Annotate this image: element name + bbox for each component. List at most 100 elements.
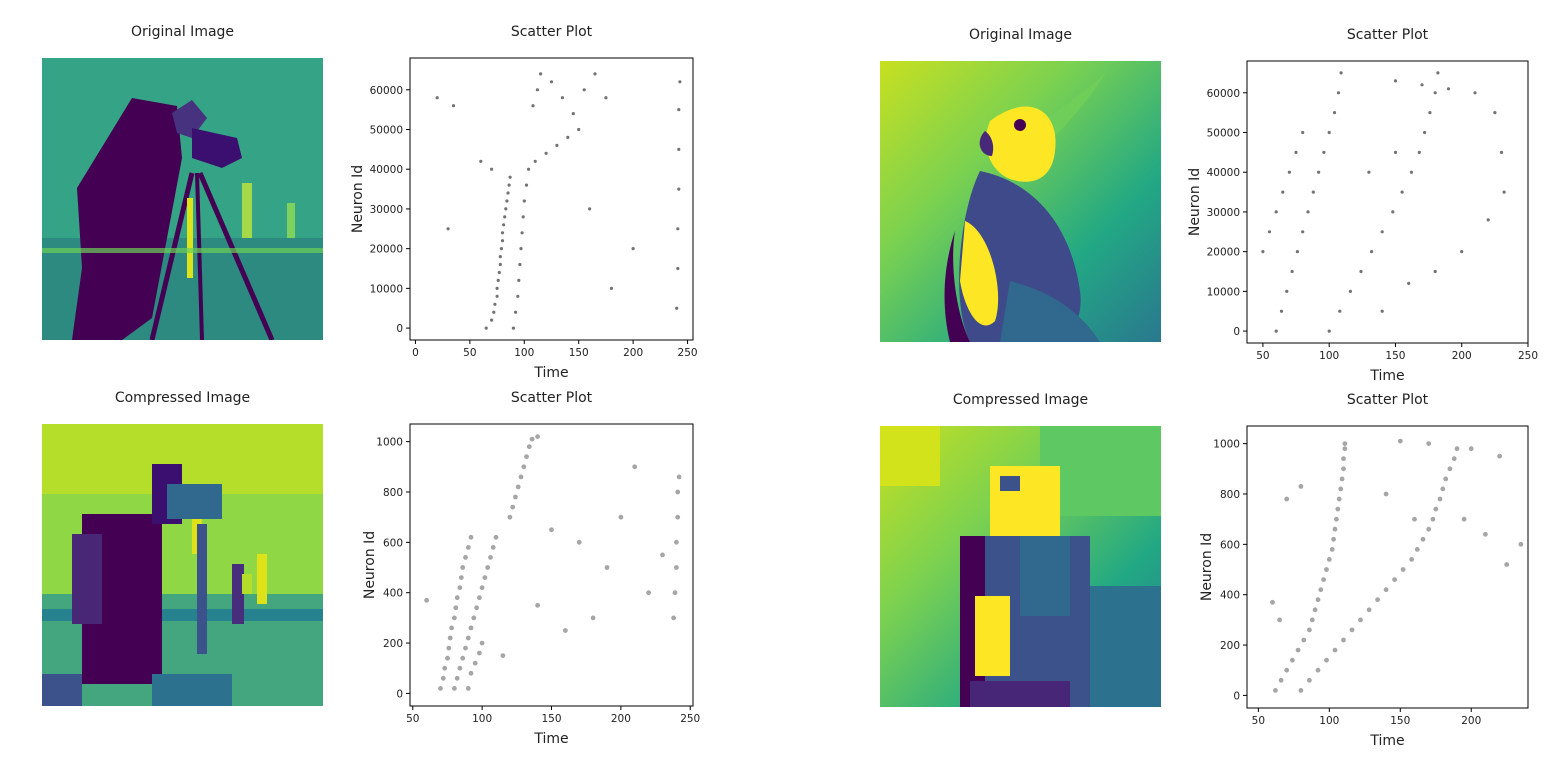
data-point	[609, 286, 613, 290]
x-tick-label: 100	[514, 347, 534, 359]
data-point	[1295, 647, 1301, 653]
x-tick-label: 150	[1385, 350, 1405, 362]
data-point	[505, 199, 509, 203]
data-point	[457, 585, 463, 591]
data-point	[1426, 441, 1432, 446]
title-scatter-bl: Scatter Plot	[510, 390, 593, 406]
data-point	[485, 565, 491, 570]
data-point	[1412, 516, 1417, 522]
data-point	[1428, 111, 1432, 115]
data-point	[479, 640, 485, 646]
data-point	[454, 595, 460, 601]
data-point	[582, 88, 586, 92]
data-point	[590, 615, 596, 621]
data-point	[524, 454, 529, 460]
data-point	[452, 615, 457, 621]
data-point	[593, 72, 597, 76]
data-point	[1270, 599, 1275, 605]
data-point	[533, 159, 537, 163]
data-point	[482, 575, 488, 580]
y-tick-label: 40000	[370, 164, 403, 176]
data-point	[516, 294, 520, 298]
data-point	[514, 310, 518, 314]
y-tick-label: 1000	[376, 437, 403, 449]
y-tick-label: 40000	[1207, 167, 1240, 179]
scatter-plot-top-right: 50 100 150 200 250 0 10000 20000 30000 40000 50000…	[1187, 60, 1538, 384]
x-tick-label: 150	[541, 713, 561, 725]
data-point	[1334, 516, 1339, 522]
y-tick-label: 400	[383, 588, 403, 600]
data-point	[676, 266, 680, 271]
data-point	[1518, 541, 1524, 547]
data-point	[1315, 667, 1321, 673]
y-tick-label: 50000	[370, 124, 403, 136]
data-point	[506, 191, 510, 195]
scatter-points	[424, 434, 682, 691]
data-point	[1392, 577, 1397, 582]
data-point	[1341, 637, 1346, 643]
data-point	[1454, 446, 1460, 452]
data-point	[672, 590, 678, 596]
data-point	[445, 655, 450, 661]
data-point	[1348, 289, 1352, 293]
data-point	[495, 294, 499, 298]
data-point	[515, 484, 521, 490]
cameraman-compressed-image	[42, 424, 323, 706]
data-point	[1311, 190, 1315, 194]
data-point	[1273, 688, 1278, 693]
data-point	[535, 434, 540, 439]
data-point	[504, 207, 508, 211]
x-tick-label: 50	[1256, 350, 1269, 362]
y-tick-label: 0	[1233, 326, 1240, 338]
data-point	[1497, 453, 1502, 459]
data-point	[1318, 587, 1324, 593]
data-point	[1407, 281, 1411, 285]
data-point	[447, 635, 453, 641]
data-point	[1339, 71, 1343, 75]
data-point	[463, 555, 468, 560]
data-point	[484, 326, 488, 330]
x-tick-label: 100	[1319, 715, 1339, 727]
data-point	[527, 167, 531, 171]
data-point	[1332, 526, 1338, 532]
title-comp-left: Compressed Image	[114, 390, 251, 406]
data-point	[1366, 607, 1372, 613]
data-point	[497, 270, 501, 275]
data-point	[1277, 617, 1282, 623]
data-point	[1375, 597, 1380, 603]
x-axis-label: Time	[533, 731, 568, 747]
data-point	[1324, 657, 1329, 663]
x-tick-label: 50	[463, 347, 476, 359]
x-tick-label: 100	[1319, 350, 1339, 362]
data-point	[1261, 250, 1265, 254]
data-point	[508, 175, 512, 179]
data-point	[451, 104, 456, 108]
data-point	[563, 628, 568, 633]
y-tick-label: 10000	[1207, 286, 1240, 298]
data-point	[1315, 597, 1321, 603]
data-point	[1349, 627, 1355, 633]
data-point	[453, 605, 459, 611]
data-point	[1267, 230, 1272, 234]
data-point	[1493, 111, 1497, 115]
data-point	[1338, 309, 1342, 313]
data-point	[474, 605, 479, 611]
data-point	[477, 650, 482, 656]
data-point	[1274, 210, 1278, 214]
data-point	[477, 595, 482, 601]
y-tick-label: 800	[1220, 489, 1240, 501]
data-point	[468, 534, 474, 540]
data-point	[1400, 190, 1404, 194]
y-tick-label: 0	[1233, 690, 1240, 702]
data-point	[438, 686, 443, 691]
data-point	[1380, 309, 1384, 313]
data-point	[677, 147, 681, 151]
data-point	[1290, 657, 1295, 663]
axes-frame	[1246, 425, 1529, 709]
data-point	[646, 590, 651, 596]
y-tick-label: 20000	[370, 244, 403, 256]
data-point	[1322, 150, 1326, 154]
data-point	[471, 615, 477, 621]
data-point	[500, 653, 506, 658]
data-point	[1290, 269, 1294, 274]
